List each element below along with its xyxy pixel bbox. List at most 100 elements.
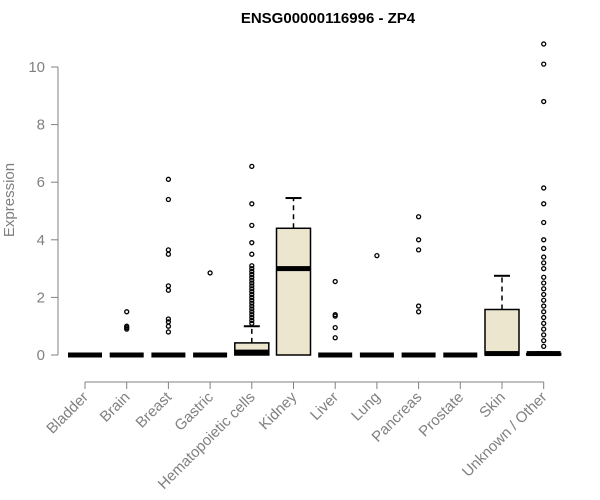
box-breast: [151, 176, 186, 358]
median-line: [526, 351, 561, 357]
box-brain: [109, 309, 144, 358]
outlier-point: [124, 323, 130, 329]
outlier-point: [249, 274, 255, 280]
x-tick-label: Prostate: [416, 389, 468, 441]
outlier-point: [165, 319, 172, 325]
outlier-point: [541, 286, 547, 292]
axes: 0 2 4 6 8 10: [28, 59, 545, 389]
outlier-point: [541, 332, 547, 338]
box-body: [484, 308, 520, 356]
median-line: [276, 266, 311, 272]
outlier-point: [332, 324, 338, 331]
median-line: [109, 352, 144, 358]
outlier-point: [541, 237, 547, 243]
x-tick-label: Brain: [97, 389, 134, 426]
outlier-point: [541, 320, 547, 326]
y-tick-label: 8: [37, 117, 45, 134]
box-gastric: [193, 270, 228, 358]
outlier-point: [249, 263, 255, 269]
x-tick-label: Kidney: [256, 388, 301, 433]
outlier-point: [541, 61, 547, 67]
x-tick-label: Skin: [476, 389, 509, 422]
outlier-point: [249, 277, 255, 283]
x-tick-label: Bladder: [43, 389, 92, 438]
y-tick-label: 0: [37, 347, 45, 364]
outlier-point: [541, 309, 547, 315]
box-bladder: [68, 352, 102, 358]
box-skin: [484, 274, 520, 357]
box-pancreas: [401, 214, 436, 358]
outlier-point: [207, 270, 213, 276]
outlier-point: [249, 312, 255, 318]
outlier-point: [165, 316, 172, 322]
y-tick-label: 10: [28, 59, 45, 76]
outlier-point: [541, 98, 547, 105]
box-body: [275, 227, 312, 356]
outlier-point: [249, 300, 255, 306]
outlier-point: [541, 265, 547, 272]
y-tick-label: 2: [37, 289, 45, 306]
outlier-point: [249, 306, 255, 312]
outlier-point: [249, 320, 255, 326]
outlier-point: [541, 291, 547, 298]
outlier-point: [249, 286, 255, 292]
outlier-point: [541, 303, 547, 309]
outlier-point: [249, 309, 255, 315]
outlier-point: [541, 343, 547, 350]
outlier-point: [541, 314, 547, 321]
outlier-point: [541, 337, 547, 344]
outlier-point: [165, 283, 172, 289]
y-tick-label: 4: [37, 232, 45, 249]
outlier-point: [415, 214, 422, 220]
outlier-point: [165, 287, 172, 293]
outlier-point: [415, 237, 422, 243]
outlier-point: [541, 41, 547, 47]
median-line: [485, 351, 519, 357]
outlier-point: [415, 309, 422, 315]
outlier-point: [249, 240, 255, 246]
outlier-point: [249, 268, 255, 275]
outlier-point: [332, 335, 338, 341]
outlier-point: [249, 222, 255, 229]
x-tick-label: Liver: [307, 389, 342, 424]
box-hematopoietic-cells: [234, 163, 270, 356]
median-line: [359, 352, 394, 358]
outlier-point: [332, 312, 338, 318]
outlier-point: [541, 201, 547, 207]
outlier-point: [249, 271, 255, 278]
outlier-point: [165, 329, 172, 335]
outlier-point: [165, 251, 172, 257]
outlier-point: [249, 201, 255, 207]
outlier-point: [374, 252, 380, 259]
outlier-point: [541, 245, 547, 252]
outlier-point: [541, 280, 547, 286]
box-liver: [318, 278, 353, 358]
box-lung: [359, 252, 394, 358]
box-prostate: [443, 352, 478, 358]
box-unknown-other: [525, 41, 562, 357]
y-axis-title: Expression: [1, 163, 18, 237]
outlier-point: [541, 297, 547, 303]
outlier-point: [249, 283, 255, 289]
outlier-point: [249, 163, 255, 170]
chart-title: ENSG00000116996 - ZP4: [241, 10, 416, 27]
outlier-point: [249, 251, 255, 257]
outlier-point: [165, 196, 172, 203]
outlier-point: [541, 260, 547, 266]
median-line: [151, 352, 186, 358]
outlier-point: [165, 247, 172, 253]
outlier-point: [541, 185, 547, 191]
outlier-point: [124, 309, 130, 315]
outlier-point: [541, 219, 547, 226]
outlier-point: [541, 326, 547, 332]
x-tick-label: Breast: [133, 388, 176, 431]
outlier-point: [415, 247, 422, 253]
outlier-point: [249, 265, 255, 272]
median-line: [234, 349, 269, 355]
median-line: [318, 352, 353, 358]
boxes: [68, 41, 562, 358]
y-tick-label: 6: [37, 174, 45, 191]
outlier-point: [249, 291, 255, 298]
